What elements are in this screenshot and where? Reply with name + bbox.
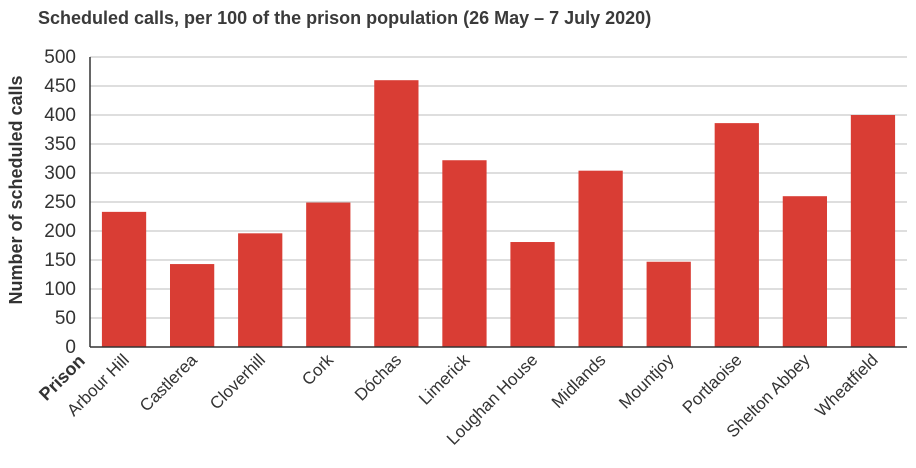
x-axis-ticks: Arbour Hill Castlerea Cloverhill Cork Dóchas… <box>63 350 881 449</box>
x-tick-label: Portlaoise <box>679 350 746 417</box>
x-tick-label: Midlands <box>548 350 610 412</box>
bar <box>442 160 487 347</box>
x-tick-label: Cork <box>298 350 337 389</box>
bar <box>238 233 283 347</box>
bar <box>101 211 147 347</box>
y-tick-label: 50 <box>55 308 76 329</box>
y-tick-label: 100 <box>44 279 76 300</box>
bar <box>646 261 691 347</box>
bar <box>306 202 351 347</box>
bar <box>714 123 759 348</box>
y-tick-label: 300 <box>44 163 76 184</box>
y-axis-ticks: 0 50 100 150 200 250 300 350 400 450 500 <box>44 47 76 358</box>
x-tick-label: Dóchas <box>351 350 405 404</box>
y-tick-label: 400 <box>44 105 76 126</box>
bars <box>101 80 896 348</box>
y-tick-label: 250 <box>44 192 76 213</box>
y-tick-label: 450 <box>44 76 76 97</box>
x-tick-label: Mountjoy <box>615 350 678 413</box>
bar <box>510 242 555 347</box>
y-tick-label: 500 <box>44 47 76 68</box>
y-tick-label: 150 <box>44 250 76 271</box>
bar <box>850 115 896 347</box>
bar <box>169 264 215 347</box>
y-tick-label: 0 <box>65 337 76 358</box>
y-tick-label: 200 <box>44 221 76 242</box>
y-tick-label: 350 <box>44 134 76 155</box>
y-axis-label: Number of scheduled calls <box>6 75 26 304</box>
gridlines <box>90 56 907 319</box>
x-tick-label: Cloverhill <box>206 350 269 413</box>
bar <box>782 196 828 347</box>
x-tick-label: Limerick <box>415 350 474 409</box>
bar <box>374 80 419 347</box>
chart-title: Scheduled calls, per 100 of the prison p… <box>38 8 651 28</box>
x-tick-label: Wheatfield <box>812 350 882 420</box>
x-tick-label: Castlerea <box>136 350 201 415</box>
bar <box>578 170 623 347</box>
